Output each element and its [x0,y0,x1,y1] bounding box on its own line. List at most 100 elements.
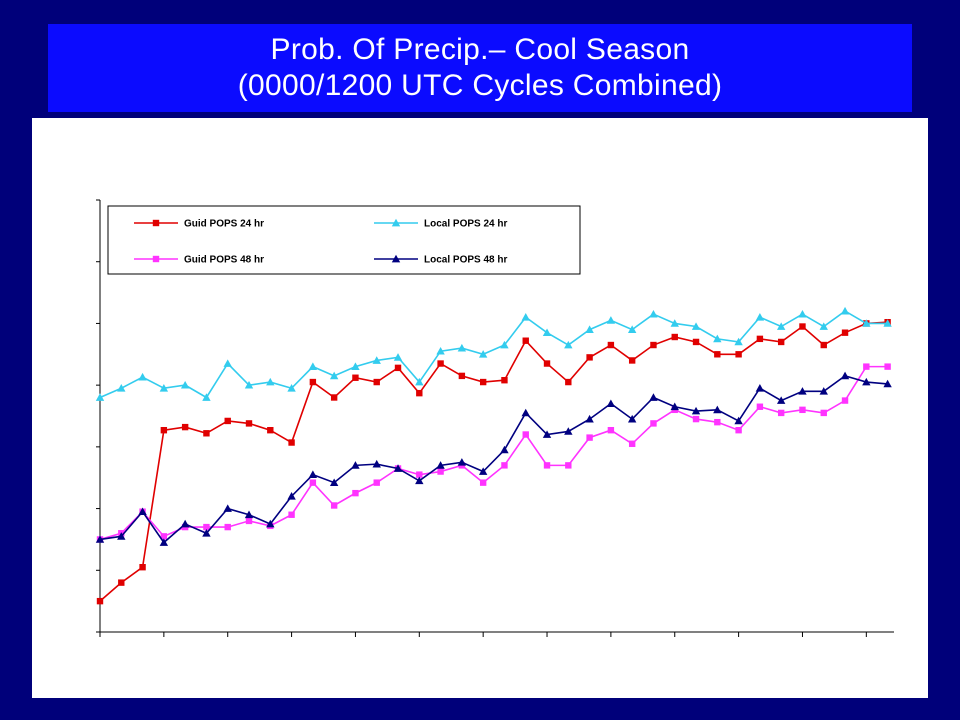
data-point [479,378,487,386]
data-point [287,384,296,392]
data-point [884,363,891,370]
data-point [691,322,701,330]
data-point [117,532,126,540]
data-point [202,393,211,401]
data-point [393,353,403,361]
data-point [329,478,339,487]
data-point [287,492,296,500]
data-point [714,351,721,358]
data-point [798,309,807,318]
data-point [224,417,231,425]
data-point [436,347,445,355]
data-point [288,439,295,446]
data-point [416,389,423,397]
legend-marker [152,255,160,263]
data-point [840,371,850,380]
data-point [627,325,637,333]
data-point [799,323,806,330]
data-point [309,479,317,486]
data-point [223,359,232,367]
data-point [841,397,849,404]
data-point [650,420,657,427]
data-point [203,430,210,437]
data-point [756,335,764,343]
data-point [735,426,742,434]
data-point [776,396,786,404]
data-point [692,338,700,346]
data-point [542,430,552,438]
data-point [649,393,658,401]
data-point [352,489,359,497]
data-point [820,409,827,417]
data-point [308,470,318,478]
data-point [501,377,508,384]
series-line-2 [99,310,888,399]
data-point [607,426,615,434]
data-point [542,328,552,337]
data-point [373,378,380,386]
data-point [777,409,785,417]
data-point [478,467,488,475]
data-point [245,420,253,427]
data-point [819,387,828,395]
data-point [586,434,593,441]
data-point [437,360,444,367]
data-point [714,418,721,426]
data-point [799,406,806,414]
data-point [372,459,381,468]
data-point [883,379,892,388]
slide-title-line2: (0000/1200 UTC Cycles Combined) [237,69,723,102]
data-point [288,511,295,518]
data-point [118,579,125,586]
data-point [819,322,828,330]
data-point [543,360,551,367]
data-point [650,341,657,349]
data-point [501,462,508,469]
data-point [691,406,701,415]
data-point [585,414,594,423]
data-point [606,399,616,408]
data-point [351,461,360,469]
data-point [224,523,231,531]
data-point [180,519,190,528]
data-point [649,309,658,318]
chart-panel: Guid POPS 24 hr Local POPS 24 hr Guid POPS… [32,118,928,698]
data-point [586,354,593,361]
legend-entry: Guid POPS 24 hr [184,219,264,230]
data-point [394,364,402,372]
data-point [478,350,488,358]
data-point [223,504,232,512]
data-point [266,377,275,386]
data-point [416,471,423,478]
legend-marker [152,219,160,227]
data-point [351,362,360,370]
legend-entry: Local POPS 48 hr [424,255,507,266]
data-point [160,426,168,434]
data-point [139,564,146,571]
data-point [713,334,722,343]
data-point [372,356,381,364]
data-point [457,458,467,466]
data-point [373,479,380,486]
data-point [436,461,445,469]
legend-marker [391,218,401,227]
data-point [735,351,742,358]
data-point [734,416,743,425]
data-point [670,402,679,411]
series-line-4 [99,375,888,544]
data-point [522,431,529,438]
data-point [564,340,573,349]
data-point [521,408,530,417]
data-point [330,502,338,509]
data-point [415,377,424,386]
data-point [457,343,467,352]
data-point [330,394,338,401]
data-point [777,338,785,346]
series-line-3 [99,365,888,541]
data-point [564,427,573,435]
data-point [245,517,253,525]
data-point [734,337,743,346]
data-point [755,384,765,392]
data-point [883,319,892,327]
data-point [309,378,317,386]
